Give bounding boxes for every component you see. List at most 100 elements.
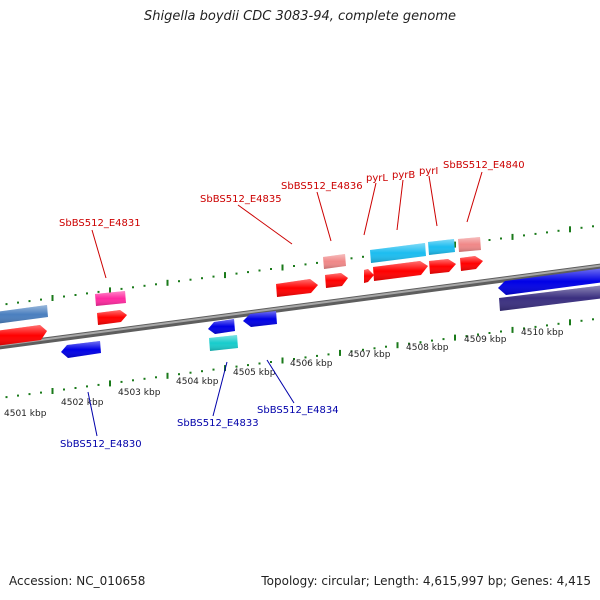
upper-tick	[523, 234, 525, 237]
lower-tick	[569, 319, 571, 326]
gene-right-indigo-shine	[499, 285, 600, 311]
upper-tick	[569, 226, 571, 233]
gene-e4831-shine	[95, 291, 126, 306]
upper-tick	[17, 301, 19, 304]
gene-right-reverse-shine	[498, 268, 600, 295]
lower-tick	[523, 327, 525, 330]
lower-tick	[546, 324, 548, 327]
upper-tick	[224, 272, 226, 279]
lower-tick	[178, 373, 180, 376]
label-e4830: SbBS512_E4830	[60, 439, 142, 450]
lower-tick	[327, 353, 330, 356]
label-e4833: SbBS512_E4833	[177, 418, 259, 429]
gene-pyri-cyan-shine	[428, 239, 455, 255]
upper-tick	[155, 283, 157, 286]
upper-tick	[109, 287, 111, 294]
upper-tick	[247, 271, 249, 274]
ruler-label-4504: 4504 kbp	[176, 377, 219, 387]
upper-tick	[40, 298, 42, 301]
ruler-label-4506: 4506 kbp	[290, 359, 333, 369]
summary-text: Topology: circular; Length: 4,615,997 bp…	[261, 574, 591, 588]
lower-tick	[28, 393, 31, 396]
lower-tick	[442, 338, 445, 341]
lower-tick	[17, 394, 19, 397]
upper-tick	[362, 255, 364, 258]
label-pyrb: pyrB	[392, 170, 415, 181]
label-pyrl: pyrL	[366, 173, 388, 184]
accession-text: Accession: NC_010658	[9, 574, 146, 588]
upper-tick	[546, 231, 548, 234]
lower-tick	[201, 370, 203, 373]
lower-tick	[304, 356, 307, 359]
upper-tick-row	[5, 225, 594, 306]
gene-e4834-shine	[243, 311, 277, 327]
leader-e4833	[212, 361, 228, 417]
accession-footer: Accession: NC_010658	[9, 574, 145, 588]
leader-e4835	[237, 204, 293, 245]
upper-tick	[201, 277, 203, 280]
lower-tick	[74, 387, 77, 389]
lower-tick	[500, 330, 502, 333]
lower-tick	[120, 380, 123, 383]
gene-e4831-b-shine	[97, 310, 127, 325]
gene-left-forward-shine	[0, 325, 47, 346]
upper-tick	[304, 263, 307, 266]
gene-pyrl-shine	[364, 269, 374, 283]
upper-tick	[592, 225, 594, 228]
lower-tick	[51, 388, 54, 394]
lower-tick	[431, 339, 433, 342]
gene-e4830-shine	[61, 341, 101, 358]
lower-tick	[40, 391, 42, 394]
lower-tick	[534, 325, 537, 328]
lower-tick	[385, 345, 387, 348]
lower-tick	[166, 372, 169, 379]
lower-tick	[86, 385, 88, 388]
lower-tick	[511, 326, 514, 333]
upper-tick	[500, 237, 502, 240]
lower-tick	[189, 371, 192, 374]
label-e4834: SbBS512_E4834	[257, 405, 339, 416]
lower-tick	[270, 361, 272, 363]
gene-left-steelblue-shine	[0, 305, 48, 324]
lower-tick	[362, 348, 364, 351]
upper-tick	[97, 290, 100, 293]
lower-tick	[592, 318, 594, 321]
lower-tick	[339, 349, 341, 356]
reverse-genes	[61, 268, 600, 358]
label-e4835: SbBS512_E4835	[200, 194, 282, 205]
leader-e4834	[266, 359, 295, 404]
lower-tick	[212, 368, 215, 371]
lower-tick	[350, 350, 353, 353]
upper-tick	[350, 257, 353, 260]
upper-tick	[270, 268, 272, 270]
ruler-label-4501: 4501 kbp	[4, 409, 47, 419]
gene-pyri-shine	[429, 259, 456, 274]
leader-e4831	[91, 229, 107, 279]
upper-tick	[28, 300, 31, 303]
lower-tick	[155, 376, 157, 379]
ruler-label-4509: 4509 kbp	[464, 335, 507, 345]
upper-tick	[74, 294, 77, 296]
lower-tick	[97, 383, 100, 386]
leader-e4830	[87, 391, 98, 437]
lower-tick	[109, 380, 111, 387]
lower-tick	[396, 342, 399, 349]
label-e4831: SbBS512_E4831	[59, 218, 141, 229]
label-e4836: SbBS512_E4836	[281, 181, 363, 192]
lower-tick	[454, 334, 456, 341]
gene-e4835-shine	[276, 279, 318, 297]
lower-tick-row	[5, 318, 594, 399]
gene-e4836-shine	[325, 273, 348, 288]
map-title: Shigella boydii CDC 3083-94, complete ge…	[143, 9, 457, 24]
lower-tick	[557, 322, 560, 325]
lower-tick	[316, 354, 318, 357]
upper-tick	[86, 292, 88, 295]
ruler-label-4510: 4510 kbp	[521, 328, 564, 338]
lower-tick	[465, 335, 468, 338]
upper-tick	[557, 229, 560, 232]
lower-tick	[488, 332, 491, 334]
upper-tick	[166, 279, 169, 286]
upper-tick	[5, 303, 8, 306]
upper-tick	[120, 287, 123, 290]
